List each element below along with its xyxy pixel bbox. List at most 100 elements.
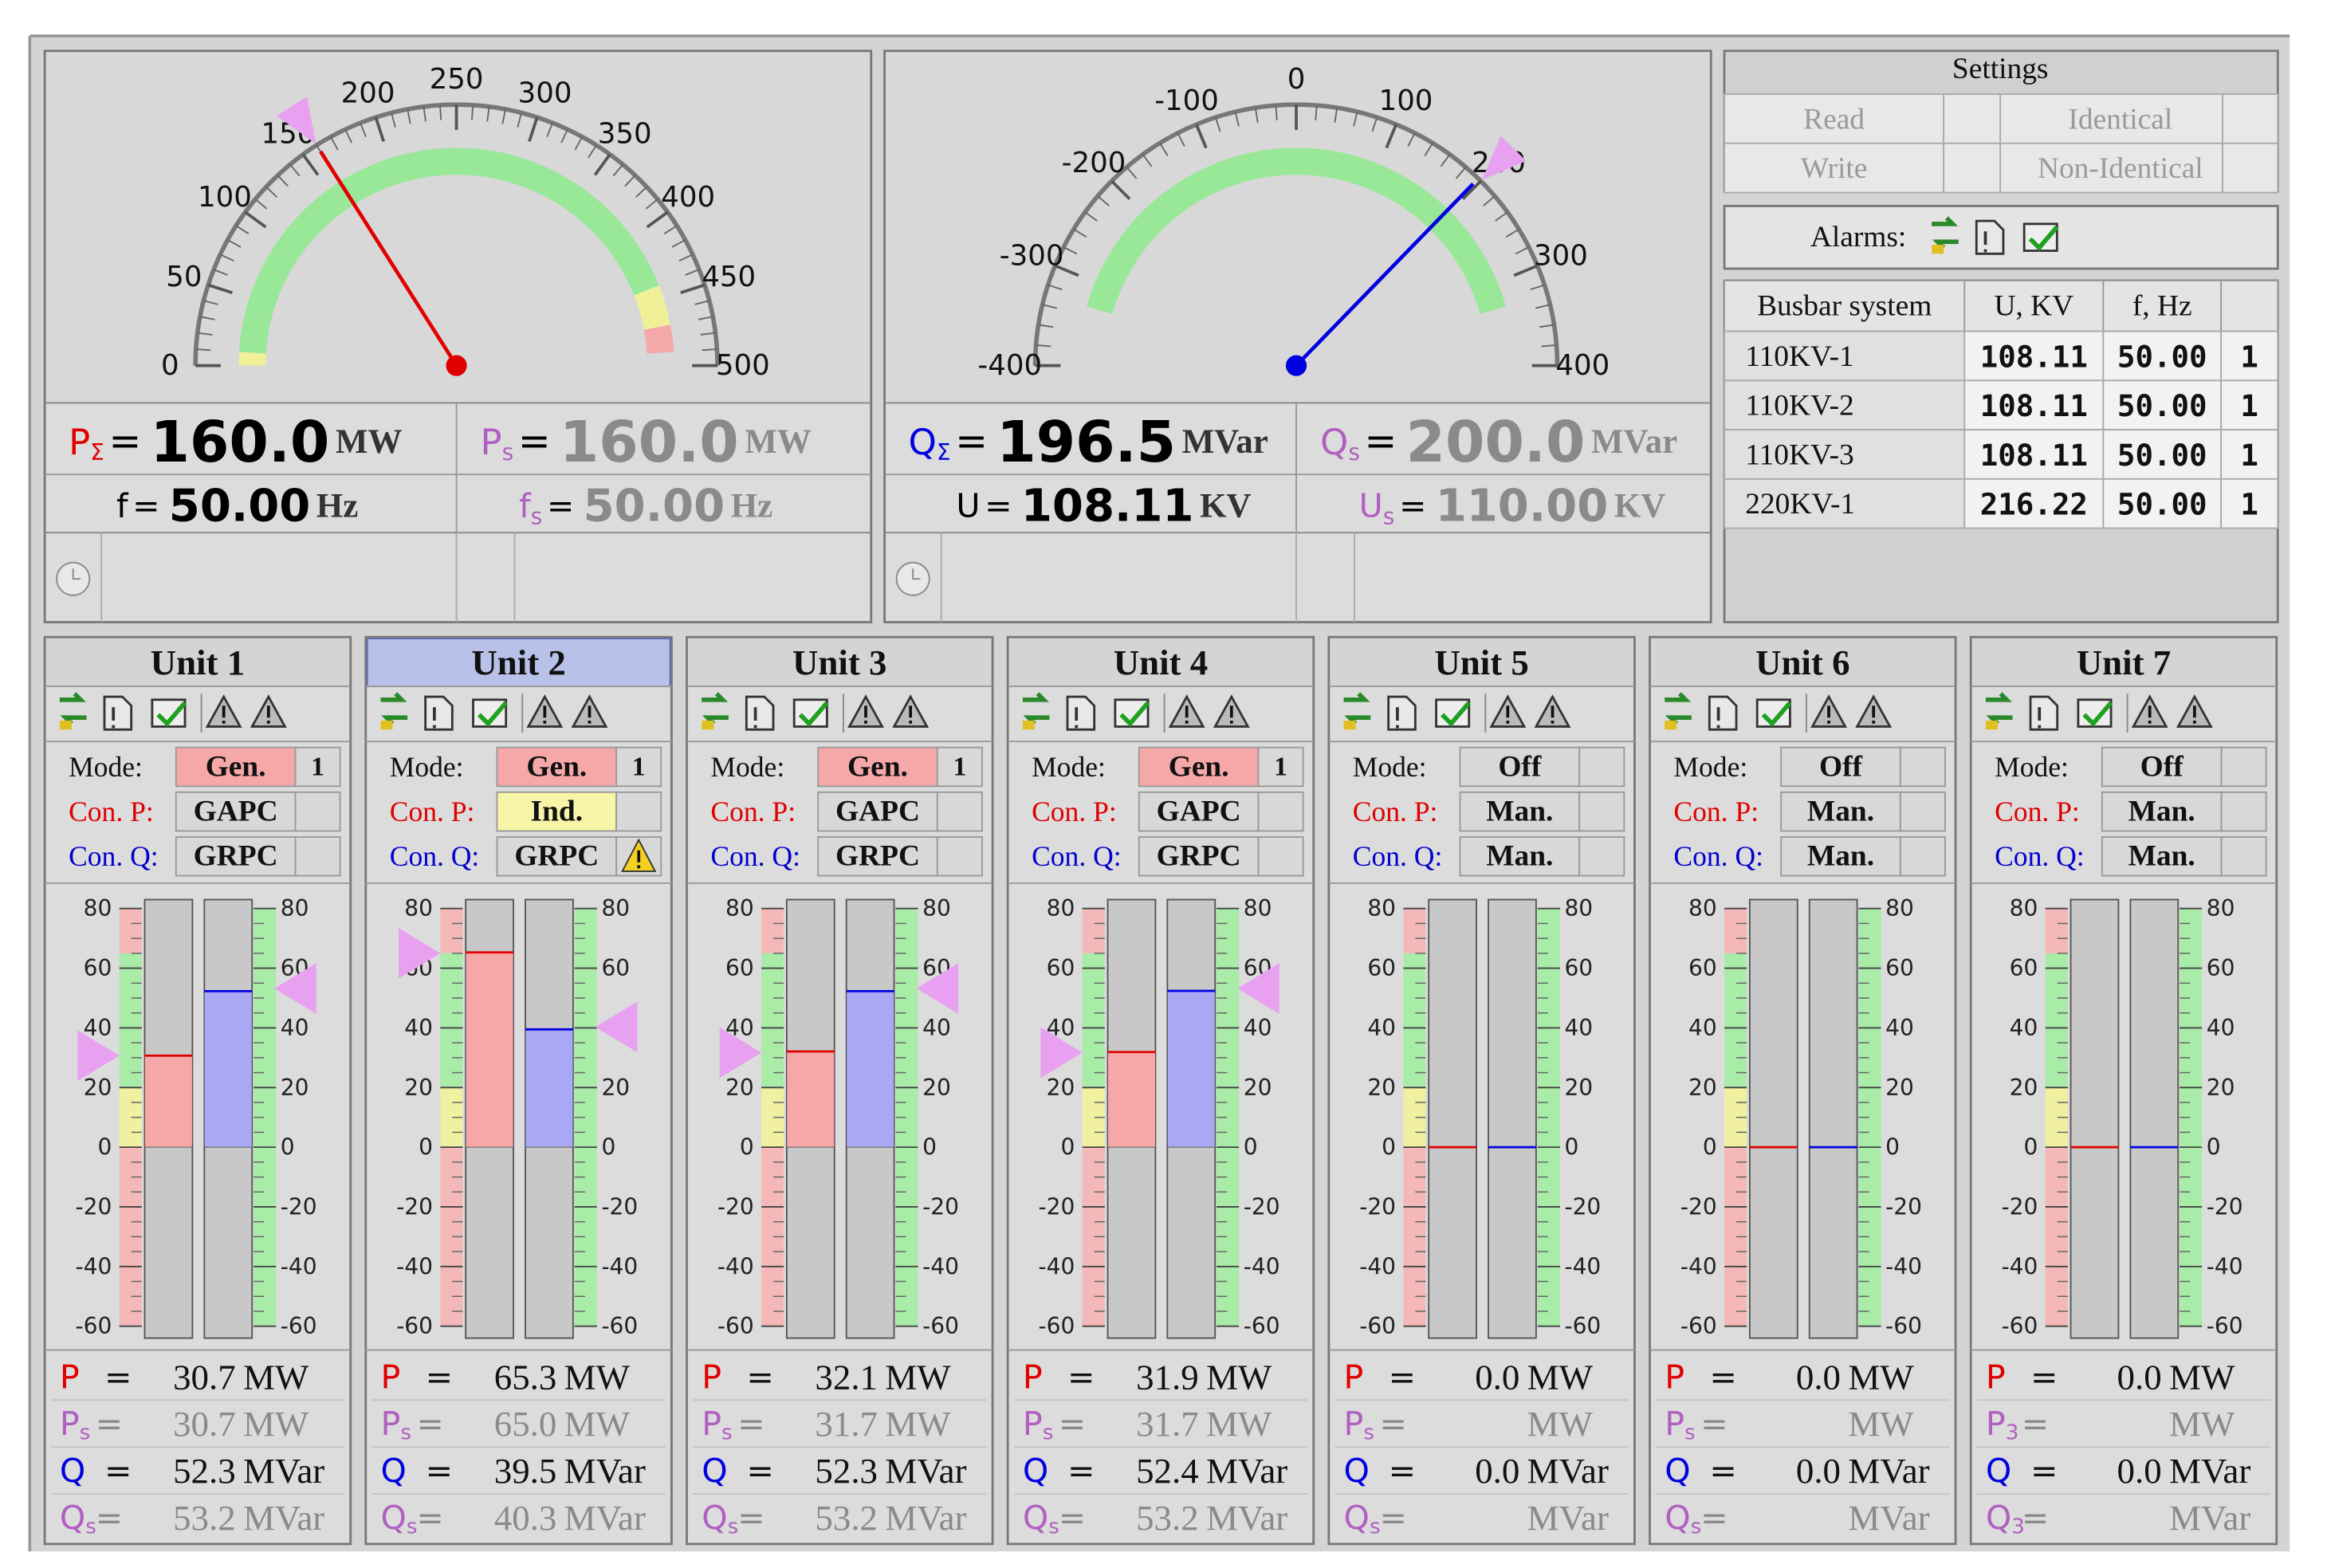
scale-label: -60 [1359, 1313, 1396, 1339]
readout: f = 50.00 Hz [116, 480, 358, 532]
readout-equals: = [1059, 1499, 1087, 1537]
settings-button[interactable] [1724, 93, 1945, 144]
readout-symbol: Q [1986, 1499, 2011, 1537]
gauge-minor-tick [199, 316, 215, 320]
readout-sub: s [1348, 439, 1360, 466]
field-label: Con. Q: [1032, 840, 1122, 872]
readout-unit: MW [243, 1404, 309, 1444]
scale-label: 60 [2010, 955, 2038, 981]
readout-unit: MVar [885, 1451, 966, 1491]
readout-label: Q [1665, 1452, 1690, 1490]
unit-name[interactable]: Unit 1 [151, 643, 245, 682]
icon-link-base [1343, 720, 1356, 730]
readout-equals: = [746, 1452, 774, 1490]
readout-unit: MW [1527, 1357, 1594, 1397]
settings-indicator [1943, 142, 2002, 194]
readout-value: 40.3 [494, 1498, 557, 1538]
unit-name[interactable]: Unit 7 [2077, 643, 2171, 682]
alarms-label: Alarms: [1810, 221, 1907, 253]
readout-label: P [1023, 1358, 1043, 1396]
readout-equals: = [1067, 1358, 1095, 1396]
readout-equals: = [1399, 487, 1427, 525]
readout-equals: = [2022, 1405, 2050, 1443]
field-box [817, 746, 938, 788]
readout-symbol: P [1665, 1358, 1684, 1396]
scale-label: 80 [1688, 895, 1717, 922]
unit-header[interactable] [1330, 639, 1633, 686]
readout: U = 108.11 KV [956, 480, 1251, 532]
unit-name[interactable]: Unit 5 [1434, 643, 1528, 682]
readout-equals: = [1379, 1405, 1407, 1443]
gauge-minor-tick [1234, 112, 1240, 127]
readout-value: 50.00 [169, 480, 311, 532]
busbar-value: 50.00 [2117, 487, 2207, 522]
setpoint-marker [274, 963, 316, 1014]
readout-symbol: P [1665, 1405, 1684, 1443]
readout-symbol: Q [1665, 1452, 1690, 1490]
settings-button[interactable] [1999, 93, 2223, 144]
readout-value: 0.0 [1796, 1357, 1841, 1397]
readout-label: f [116, 487, 129, 525]
field-value: GAPC [194, 796, 278, 828]
readout-value: 0.0 [1475, 1357, 1519, 1397]
bar [525, 1028, 574, 1148]
field-count: 1 [953, 752, 966, 781]
field-label: Con. P: [1673, 796, 1759, 827]
settings-item[interactable]: Write [1801, 152, 1868, 185]
unit-header[interactable] [366, 638, 671, 687]
scale-band [761, 908, 784, 953]
unit-header[interactable] [46, 639, 349, 686]
field-extra [936, 835, 983, 877]
readout-label: Q [1320, 421, 1348, 463]
scale-label: -20 [76, 1193, 112, 1220]
unit-name[interactable]: Unit 2 [471, 643, 565, 682]
field-extra [1257, 746, 1304, 788]
scale-label: -60 [717, 1313, 754, 1339]
readout-label: Q [1023, 1452, 1048, 1490]
scale-label: 80 [601, 895, 630, 922]
gauge-minor-tick [277, 175, 289, 187]
gauge-minor-tick [1048, 284, 1063, 291]
field-extra [1257, 835, 1304, 877]
unit-header[interactable] [688, 639, 992, 686]
readout-unit: MW [885, 1357, 951, 1397]
gauge-tick-label: 100 [1379, 84, 1433, 117]
readout-value: 52.3 [173, 1451, 236, 1491]
unit-header[interactable] [1009, 639, 1312, 686]
settings-item[interactable]: Non-Identical [2038, 152, 2203, 185]
scale-label: 20 [1047, 1075, 1075, 1101]
field-label: Con. P: [710, 796, 796, 827]
settings-title-bar [1725, 52, 2277, 95]
scale-label: -40 [396, 1253, 433, 1279]
scale-label: -20 [601, 1193, 638, 1220]
readout-unit: MVar [2169, 1451, 2250, 1491]
settings-button[interactable] [1999, 142, 2223, 194]
readout-label: f [519, 487, 532, 525]
gauge-minor-tick [213, 269, 228, 276]
gauge-minor-tick [1254, 108, 1259, 123]
readout-value: 53.2 [815, 1498, 878, 1538]
unit-header[interactable] [1972, 639, 2275, 686]
settings-item[interactable]: Identical [2068, 103, 2172, 136]
field-extra [294, 835, 341, 877]
readout-symbol: Q [1665, 1499, 1690, 1537]
unit-name[interactable]: Unit 6 [1755, 643, 1849, 682]
unit-header[interactable] [1651, 639, 1955, 686]
icon-check [798, 701, 829, 727]
field-value: Man. [1486, 796, 1553, 828]
busbar-value: 110KV-3 [1745, 438, 1853, 471]
scale-label: -60 [922, 1313, 959, 1339]
scale-label: 60 [1564, 955, 1593, 981]
gauge-tick-label: -200 [1062, 147, 1126, 179]
readout-value: 108.11 [1021, 480, 1194, 532]
unit-name[interactable]: Unit 3 [792, 643, 886, 682]
scale-label: -40 [1359, 1253, 1396, 1279]
field-value: Gen. [1169, 750, 1229, 783]
unit-name[interactable]: Unit 4 [1114, 643, 1208, 682]
settings-button[interactable] [1724, 142, 1945, 194]
settings-item[interactable]: Read [1803, 103, 1865, 136]
field-label: Mode: [69, 751, 143, 783]
icon-doc [745, 695, 775, 731]
scale-label: 0 [1382, 1134, 1396, 1161]
